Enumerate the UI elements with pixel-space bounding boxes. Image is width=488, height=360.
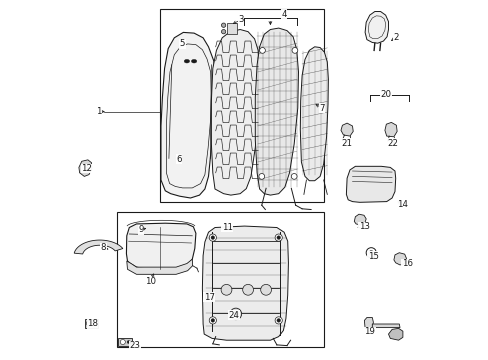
Polygon shape xyxy=(126,223,196,269)
Circle shape xyxy=(276,319,280,322)
Circle shape xyxy=(275,234,282,241)
Circle shape xyxy=(211,319,214,322)
Bar xyxy=(227,23,237,34)
Text: 24: 24 xyxy=(228,310,239,320)
Text: 23: 23 xyxy=(129,341,140,350)
Text: 7: 7 xyxy=(319,104,324,112)
Text: 15: 15 xyxy=(367,252,378,261)
Bar xyxy=(204,292,212,298)
Circle shape xyxy=(232,311,238,317)
Circle shape xyxy=(221,30,225,34)
Circle shape xyxy=(230,308,241,320)
Circle shape xyxy=(86,321,91,326)
Text: 2: 2 xyxy=(392,33,398,42)
Ellipse shape xyxy=(184,59,189,63)
Text: 9: 9 xyxy=(138,225,143,234)
Circle shape xyxy=(120,339,125,345)
Text: 10: 10 xyxy=(144,277,155,286)
Polygon shape xyxy=(371,324,399,328)
Polygon shape xyxy=(161,32,215,198)
Circle shape xyxy=(276,236,280,239)
Circle shape xyxy=(259,48,265,53)
Ellipse shape xyxy=(191,59,196,63)
Polygon shape xyxy=(255,28,298,195)
Circle shape xyxy=(221,23,225,27)
Text: 20: 20 xyxy=(379,90,390,99)
Bar xyxy=(117,212,323,347)
Circle shape xyxy=(291,174,296,179)
Polygon shape xyxy=(340,123,352,136)
Polygon shape xyxy=(211,30,259,195)
Text: 12: 12 xyxy=(81,164,92,173)
Polygon shape xyxy=(202,226,288,340)
Polygon shape xyxy=(393,253,406,265)
Polygon shape xyxy=(354,214,366,225)
Text: 3: 3 xyxy=(238,15,243,24)
Text: 16: 16 xyxy=(401,259,412,268)
Circle shape xyxy=(221,284,231,295)
Circle shape xyxy=(260,284,271,295)
Circle shape xyxy=(275,317,282,324)
Text: 5: 5 xyxy=(180,40,185,49)
Text: 1: 1 xyxy=(96,107,101,116)
Text: 6: 6 xyxy=(176,154,182,163)
Polygon shape xyxy=(74,240,122,254)
Circle shape xyxy=(291,48,297,53)
Circle shape xyxy=(211,236,214,239)
Text: 17: 17 xyxy=(203,292,214,302)
Polygon shape xyxy=(300,47,328,181)
Text: 13: 13 xyxy=(358,222,369,231)
Circle shape xyxy=(206,293,211,297)
Text: 14: 14 xyxy=(396,200,407,209)
Circle shape xyxy=(242,284,253,295)
Circle shape xyxy=(127,341,130,343)
Polygon shape xyxy=(79,160,92,176)
Text: 21: 21 xyxy=(341,139,352,148)
Text: 22: 22 xyxy=(386,139,398,148)
Circle shape xyxy=(258,174,264,179)
Polygon shape xyxy=(365,12,387,43)
Bar xyxy=(118,338,132,346)
Polygon shape xyxy=(346,166,395,202)
Circle shape xyxy=(209,234,216,241)
Text: 19: 19 xyxy=(364,328,374,336)
Circle shape xyxy=(209,317,216,324)
Text: 18: 18 xyxy=(87,320,98,328)
Polygon shape xyxy=(364,318,373,328)
Bar xyxy=(160,9,323,202)
Polygon shape xyxy=(126,259,192,274)
Bar xyxy=(84,319,98,328)
Text: 11: 11 xyxy=(221,223,232,232)
Text: 8: 8 xyxy=(101,243,106,252)
Text: 4: 4 xyxy=(281,10,286,19)
Polygon shape xyxy=(387,328,402,340)
Polygon shape xyxy=(384,122,396,137)
